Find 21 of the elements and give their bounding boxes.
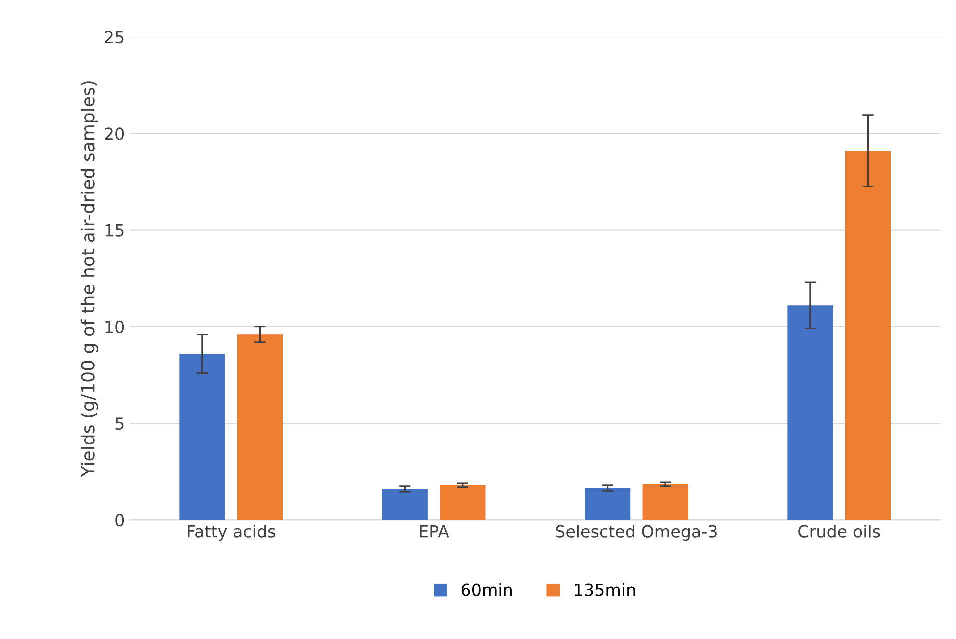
y-tick-label: 15 [106, 224, 124, 237]
bar [585, 488, 631, 520]
y-tick-label: 20 [105, 128, 124, 140]
y-axis-title: Yields (g/100 g of the hot air-dried samples) [80, 82, 98, 478]
legend-label: 135min [575, 583, 636, 596]
bar [642, 484, 688, 520]
x-tick-label: Selescted Omega-3 [556, 525, 717, 542]
y-tick-label: 0 [116, 514, 124, 527]
bar [788, 306, 834, 520]
bar [845, 151, 892, 520]
x-tick-label: Fatty acids [188, 525, 276, 542]
x-tick-label: EPA [420, 526, 450, 538]
x-tick-label: Crude oils [798, 525, 880, 538]
y-tick-label: 10 [106, 320, 124, 334]
y-tick-label: 5 [116, 418, 124, 430]
legend-label: 60min [462, 583, 512, 596]
bar [382, 489, 428, 520]
bar [180, 354, 226, 520]
bar [237, 334, 284, 520]
bar [440, 485, 486, 520]
y-tick-label: 25 [105, 31, 124, 44]
